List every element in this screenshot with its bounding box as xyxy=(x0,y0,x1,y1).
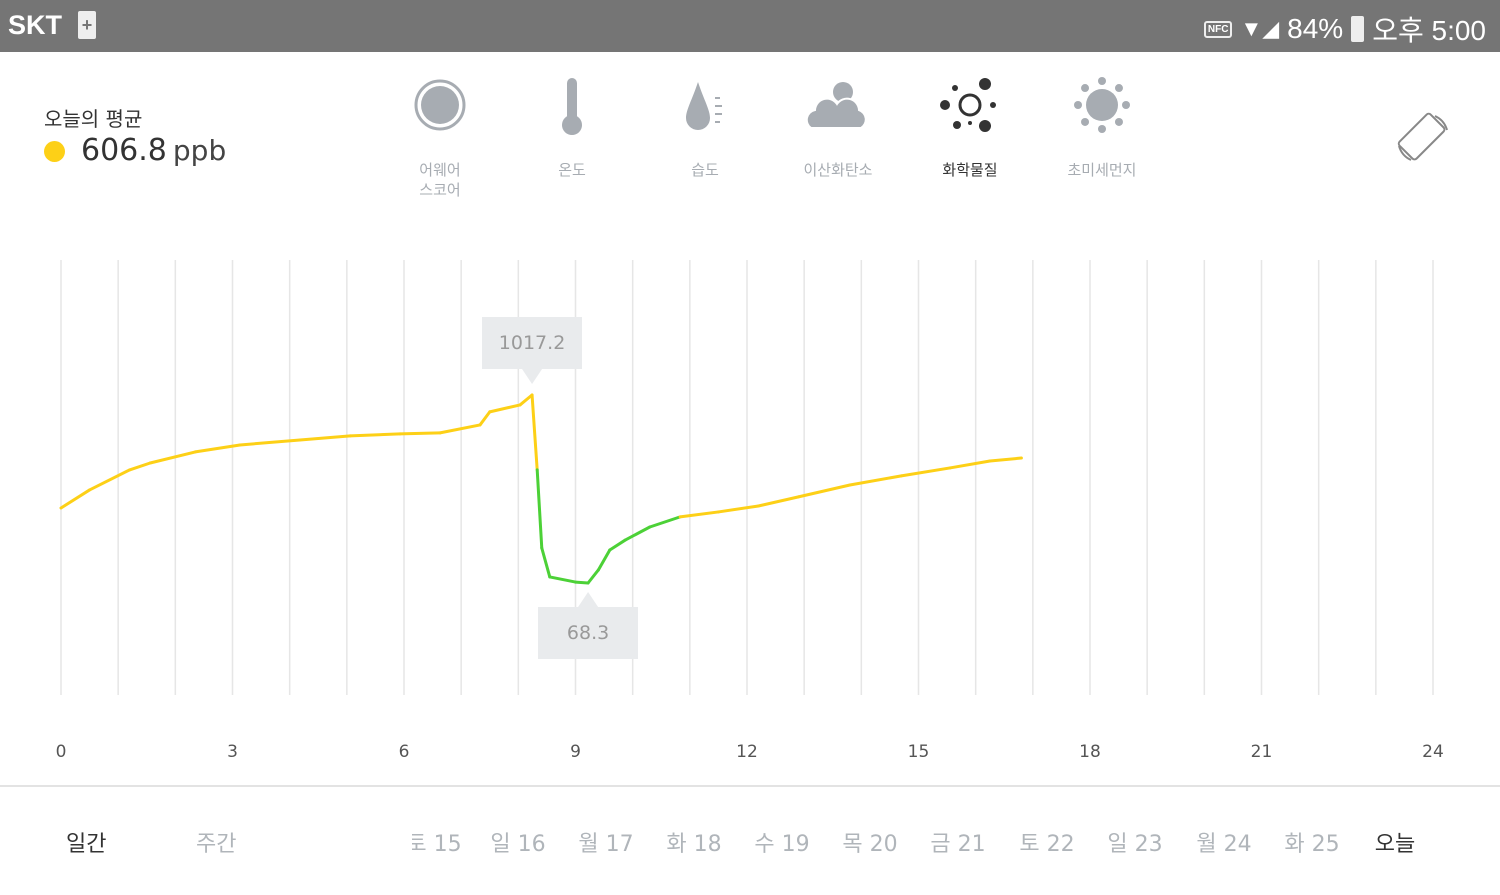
max-tooltip-pointer xyxy=(522,369,543,384)
line-segment xyxy=(678,510,720,519)
date-strip[interactable]: 토 15 일 16 월 17 화 18 수 19 목 20 금 21 토 22 일 23 월 24… xyxy=(412,826,1432,858)
line-segment xyxy=(398,431,442,436)
average-label: 오늘의 평균 xyxy=(44,107,143,131)
date-item[interactable]: 일 23 xyxy=(1107,832,1163,857)
line-segment xyxy=(574,580,590,585)
line-segment xyxy=(488,403,522,414)
category-tab-0[interactable]: 어웨어 스코어 xyxy=(390,70,490,200)
date-item[interactable]: 오늘 xyxy=(1374,832,1416,857)
line-segment xyxy=(530,393,539,472)
status-dot xyxy=(44,141,65,162)
x-tick-label: 24 xyxy=(1422,742,1444,762)
line-segment xyxy=(478,410,492,427)
min-value-tooltip: 68.3 xyxy=(538,607,639,659)
line-segment xyxy=(756,495,800,508)
line-segment xyxy=(238,438,302,447)
average-unit: ppb xyxy=(172,134,227,167)
x-tick-label: 9 xyxy=(570,742,581,762)
status-bar: SKT + NFC ▼◢ 84% 오후 5:00 xyxy=(0,0,1500,52)
chemical-dots-icon xyxy=(940,78,996,132)
min-tooltip-pointer xyxy=(578,592,599,607)
line-segment xyxy=(148,450,197,465)
line-segment xyxy=(948,459,992,470)
clock: 오후 5:00 xyxy=(1372,15,1486,46)
divider xyxy=(0,785,1500,787)
x-tick-label: 0 xyxy=(55,742,67,762)
category-tab-5[interactable]: 초미세먼지 xyxy=(1052,70,1152,180)
tab-weekly[interactable]: 주간 xyxy=(196,832,237,857)
date-item[interactable]: 금 21 xyxy=(930,832,986,857)
line-segment xyxy=(348,432,402,438)
date-item[interactable]: 월 24 xyxy=(1196,832,1252,857)
x-tick-label: 21 xyxy=(1250,742,1273,762)
line-segment xyxy=(88,468,132,492)
line-segment xyxy=(535,468,544,550)
line-segment xyxy=(796,483,852,499)
dust-particle-icon xyxy=(1074,77,1130,133)
date-item[interactable]: 월 17 xyxy=(578,832,634,857)
line-segment xyxy=(193,443,242,454)
line-segment xyxy=(59,488,92,510)
cloud-icon xyxy=(805,82,867,129)
line-segment xyxy=(899,466,952,478)
score-circle-icon xyxy=(414,79,466,131)
line-segment xyxy=(596,548,612,572)
line-segment xyxy=(548,575,577,584)
line-segment xyxy=(848,474,903,487)
average-value: 606.8 ppb xyxy=(81,133,226,168)
category-label: 초미세먼지 xyxy=(1067,161,1137,179)
x-tick-label: 15 xyxy=(907,742,930,762)
line-segment xyxy=(298,434,352,442)
average-number: 606.8 xyxy=(81,133,167,168)
humidity-drop-icon xyxy=(686,82,722,130)
line-segment xyxy=(518,393,534,407)
date-item[interactable]: 화 18 xyxy=(666,832,722,857)
tab-daily[interactable]: 일간 xyxy=(66,832,107,857)
x-tick-label: 6 xyxy=(398,742,410,762)
category-label: 어웨어 스코어 xyxy=(419,161,461,199)
category-label: 이산화탄소 xyxy=(803,161,873,179)
carrier: SKT xyxy=(8,10,62,40)
line-segment xyxy=(716,504,760,514)
battery-saver-icon: + xyxy=(78,11,96,39)
date-item[interactable]: 수 19 xyxy=(754,832,810,857)
date-item[interactable]: 일 16 xyxy=(490,832,546,857)
line-segment xyxy=(540,546,552,579)
date-item[interactable]: 토 15 xyxy=(412,832,462,857)
line-segment xyxy=(586,568,600,585)
category-label: 습도 xyxy=(691,161,719,179)
date-item[interactable]: 토 22 xyxy=(1019,832,1075,857)
category-tab-4[interactable]: 화학물질 xyxy=(920,70,1020,180)
max-value-tooltip: 1017.2 xyxy=(482,317,583,369)
line-segment xyxy=(623,525,652,542)
x-tick-label: 3 xyxy=(227,742,238,762)
category-tab-2[interactable]: 습도 xyxy=(655,70,755,180)
wifi-signal-icon: ▼◢ xyxy=(1240,16,1280,41)
line-segment xyxy=(438,423,482,435)
category-tab-1[interactable]: 온도 xyxy=(522,70,622,180)
line-segment xyxy=(648,515,682,529)
date-item[interactable]: 목 20 xyxy=(842,832,898,857)
rotate-screen-icon[interactable] xyxy=(1395,110,1451,166)
line-segment xyxy=(128,461,152,472)
line-segment xyxy=(988,456,1023,463)
thermometer-icon xyxy=(562,78,582,135)
battery-percent: 84% xyxy=(1287,13,1344,44)
category-tab-3[interactable]: 이산화탄소 xyxy=(788,70,888,180)
date-item[interactable]: 화 25 xyxy=(1284,832,1340,857)
x-tick-label: 18 xyxy=(1079,742,1101,762)
x-tick-label: 12 xyxy=(736,742,758,762)
line-segment xyxy=(608,538,627,552)
category-label: 온도 xyxy=(558,161,586,179)
nfc-icon: NFC xyxy=(1203,20,1233,38)
battery-icon xyxy=(1351,16,1365,42)
category-label: 화학물질 xyxy=(942,161,998,179)
